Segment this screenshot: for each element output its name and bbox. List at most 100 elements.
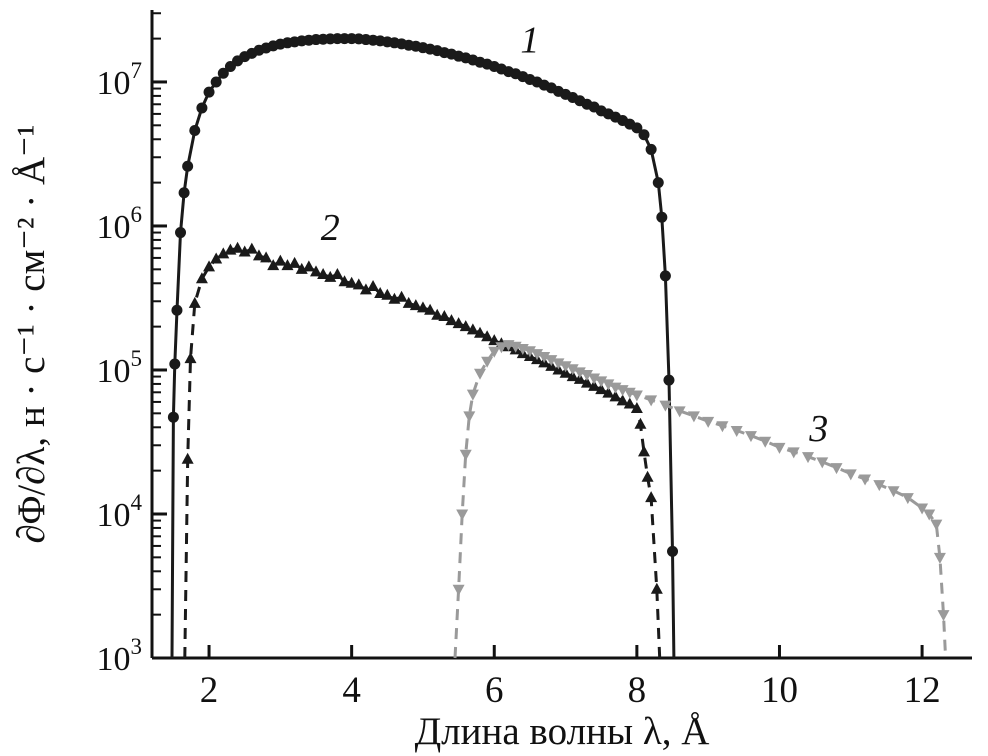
marker-circle — [171, 304, 183, 316]
marker-triangle-up — [431, 308, 444, 320]
marker-triangle-down — [463, 411, 476, 423]
marker-triangle-up — [630, 402, 643, 414]
series-2 — [181, 241, 663, 659]
marker-triangle-up — [359, 283, 372, 295]
marker-triangle-up — [416, 301, 429, 313]
marker-triangle-up — [566, 370, 579, 382]
marker-triangle-down — [923, 509, 936, 521]
marker-triangle-up — [374, 286, 387, 298]
marker-triangle-up — [588, 379, 601, 391]
marker-triangle-up — [181, 452, 194, 464]
marker-triangle-up — [367, 279, 380, 291]
marker-triangle-up — [252, 249, 265, 261]
marker-triangle-up — [638, 445, 650, 457]
marker-triangle-down — [930, 519, 943, 531]
y-tick-label: 103 — [97, 634, 143, 678]
marker-triangle-up — [210, 252, 223, 264]
marker-triangle-up — [317, 268, 330, 280]
marker-triangle-down — [887, 486, 900, 498]
marker-triangle-up — [580, 376, 593, 388]
marker-triangle-down — [916, 503, 929, 515]
series-3-line — [453, 343, 948, 659]
marker-triangle-down — [452, 584, 465, 596]
marker-triangle-down — [545, 355, 558, 367]
marker-triangle-up — [245, 242, 258, 254]
x-tick-label: 12 — [904, 670, 941, 711]
marker-triangle-down — [488, 346, 501, 358]
x-tick-label: 4 — [342, 670, 361, 711]
marker-circle — [652, 177, 664, 189]
marker-circle — [638, 129, 650, 141]
series-3-markers — [452, 340, 950, 622]
marker-triangle-down — [730, 425, 743, 437]
marker-triangle-up — [459, 320, 472, 332]
marker-circle — [631, 122, 643, 134]
marker-triangle-down — [459, 449, 472, 461]
marker-triangle-down — [580, 370, 593, 382]
marker-triangle-up — [395, 290, 408, 302]
marker-triangle-down — [659, 400, 672, 412]
marker-triangle-down — [759, 436, 772, 448]
x-tick-label: 6 — [485, 670, 504, 711]
marker-triangle-up — [188, 296, 201, 308]
marker-triangle-up — [338, 275, 351, 287]
marker-circle — [175, 227, 187, 239]
marker-triangle-down — [787, 447, 800, 459]
marker-triangle-down — [566, 364, 579, 376]
labels-layer: 1 2 3 — [321, 20, 828, 451]
marker-triangle-up — [402, 296, 415, 308]
marker-triangle-up — [623, 397, 636, 409]
marker-triangle-down — [474, 368, 486, 380]
marker-triangle-up — [650, 582, 663, 594]
marker-triangle-up — [641, 470, 654, 482]
marker-triangle-up — [260, 251, 273, 263]
marker-triangle-down — [773, 442, 786, 454]
x-tick-label: 2 — [200, 670, 219, 711]
marker-circle — [645, 143, 657, 155]
series-layer — [167, 33, 950, 659]
marker-triangle-up — [267, 259, 280, 271]
marker-circle — [663, 374, 675, 386]
marker-circle — [178, 187, 190, 199]
marker-triangle-up — [466, 323, 479, 335]
marker-triangle-down — [873, 480, 886, 492]
series-2-markers — [181, 241, 663, 594]
marker-triangle-up — [195, 272, 208, 284]
series-3-label: 3 — [808, 408, 828, 450]
series-1 — [167, 33, 679, 659]
marker-triangle-up — [324, 270, 337, 282]
marker-triangle-up — [474, 326, 486, 338]
marker-circle — [667, 545, 679, 557]
marker-triangle-down — [744, 431, 757, 443]
series-1-label: 1 — [520, 20, 539, 62]
marker-circle — [182, 160, 194, 172]
x-axis-label: Длина волны λ, Å — [415, 710, 710, 753]
marker-triangle-up — [184, 352, 197, 364]
marker-circle — [196, 102, 208, 114]
y-axis-label: ∂Φ/∂λ, н · с⁻¹ · см⁻² · Å⁻¹ — [10, 125, 53, 544]
marker-circle — [189, 125, 201, 137]
marker-circle — [659, 270, 671, 282]
marker-triangle-down — [802, 452, 814, 464]
marker-triangle-up — [445, 314, 458, 326]
marker-triangle-up — [595, 383, 608, 395]
marker-triangle-up — [217, 247, 230, 259]
series-3 — [452, 340, 950, 659]
marker-triangle-down — [859, 474, 872, 486]
marker-triangle-down — [552, 358, 565, 370]
marker-triangle-down — [595, 376, 608, 388]
marker-triangle-down — [481, 356, 494, 368]
y-tick-label: 107 — [97, 58, 143, 102]
x-tick-label: 10 — [761, 670, 798, 711]
marker-triangle-up — [310, 265, 322, 277]
marker-triangle-down — [937, 610, 950, 622]
marker-triangle-up — [288, 256, 301, 268]
marker-triangle-up — [602, 386, 615, 398]
y-tick-label: 105 — [97, 346, 143, 390]
marker-triangle-down — [538, 352, 551, 364]
marker-circle — [656, 211, 668, 223]
marker-triangle-down — [456, 509, 469, 521]
marker-triangle-up — [238, 245, 251, 257]
marker-triangle-up — [274, 254, 287, 266]
marker-triangle-up — [331, 268, 344, 280]
